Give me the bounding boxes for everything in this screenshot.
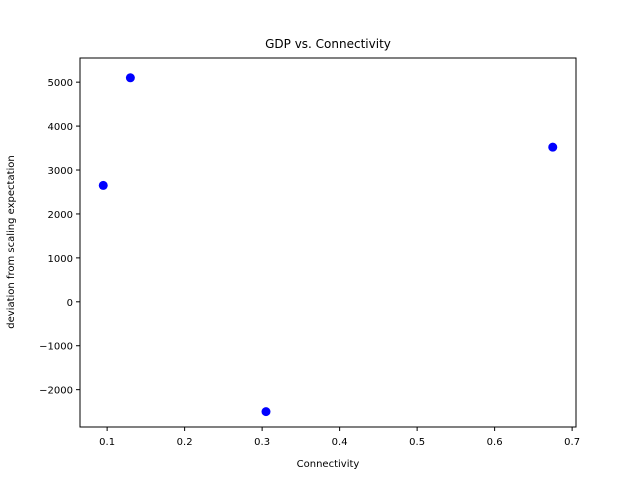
y-axis: −2000 −1000 0 1000 2000 3000 4000 5000 [39,78,80,397]
x-axis: 0.1 0.2 0.3 0.4 0.5 0.6 0.7 [99,427,580,448]
x-tick-label: 0.2 [177,437,193,448]
chart-title: GDP vs. Connectivity [265,37,391,51]
y-tick-label: 1000 [48,254,73,265]
data-point [125,73,135,83]
y-tick-label: −1000 [39,342,73,353]
x-tick-label: 0.1 [99,437,115,448]
x-tick-label: 0.6 [487,437,503,448]
data-point [548,142,558,152]
plot-area [79,57,577,428]
data-points [98,73,558,417]
x-tick-label: 0.3 [254,437,270,448]
x-tick-label: 0.5 [409,437,425,448]
x-axis-label: Connectivity [297,459,360,470]
plot-frame [79,57,577,428]
y-tick-label: 2000 [48,210,73,221]
y-axis-label: deviation from scaling expectation [6,155,17,328]
data-point [261,407,271,417]
x-tick-label: 0.7 [564,437,580,448]
y-tick-label: 5000 [48,78,73,89]
x-tick-label: 0.4 [332,437,348,448]
data-point [98,180,108,190]
y-tick-label: −2000 [39,386,73,397]
y-tick-label: 3000 [48,166,73,177]
y-tick-label: 4000 [48,122,73,133]
y-tick-label: 0 [67,298,73,309]
